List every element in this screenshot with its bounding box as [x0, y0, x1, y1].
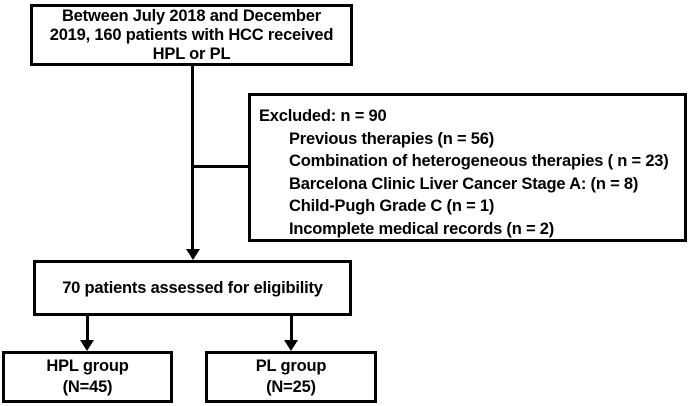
pl-group-count: (N=25)	[266, 378, 316, 396]
connector-branch-to-excluded	[191, 165, 248, 168]
assessed-box: 70 patients assessed for eligibility	[33, 260, 352, 316]
pl-group-box: PL group (N=25)	[205, 351, 377, 403]
connector-assessed-to-hpl	[86, 316, 89, 342]
enrollment-line-1: Between July 2018 and December	[61, 6, 322, 25]
enrollment-line-3: HPL or PL	[152, 44, 231, 63]
enrollment-line-2: 2019, 160 patients with HCC received	[49, 25, 334, 44]
excluded-item: Incomplete medical records (n = 2)	[289, 219, 555, 238]
hpl-group-count: (N=45)	[62, 378, 113, 396]
excluded-item: Barcelona Clinic Liver Cancer Stage A: (…	[289, 174, 639, 193]
hpl-group-box: HPL group (N=45)	[2, 351, 173, 403]
pl-group-label: PL group	[255, 357, 327, 375]
arrowhead-down-icon	[186, 249, 200, 260]
excluded-item: Child-Pugh Grade C (n = 1)	[289, 197, 495, 216]
excluded-item: Combination of heterogeneous therapies (…	[289, 152, 669, 171]
assessed-text: 70 patients assessed for eligibility	[62, 278, 323, 297]
excluded-box: Excluded: n = 90 Previous therapies (n =…	[248, 93, 687, 242]
excluded-header: Excluded: n = 90	[259, 107, 387, 125]
enrollment-box: Between July 2018 and December 2019, 160…	[30, 4, 353, 66]
connector-enrollment-to-assessed	[191, 66, 194, 251]
arrowhead-down-icon	[284, 340, 298, 351]
connector-assessed-to-pl	[290, 316, 293, 342]
arrowhead-down-icon	[80, 340, 94, 351]
excluded-item: Previous therapies (n = 56)	[289, 129, 495, 148]
hpl-group-label: HPL group	[46, 357, 129, 375]
